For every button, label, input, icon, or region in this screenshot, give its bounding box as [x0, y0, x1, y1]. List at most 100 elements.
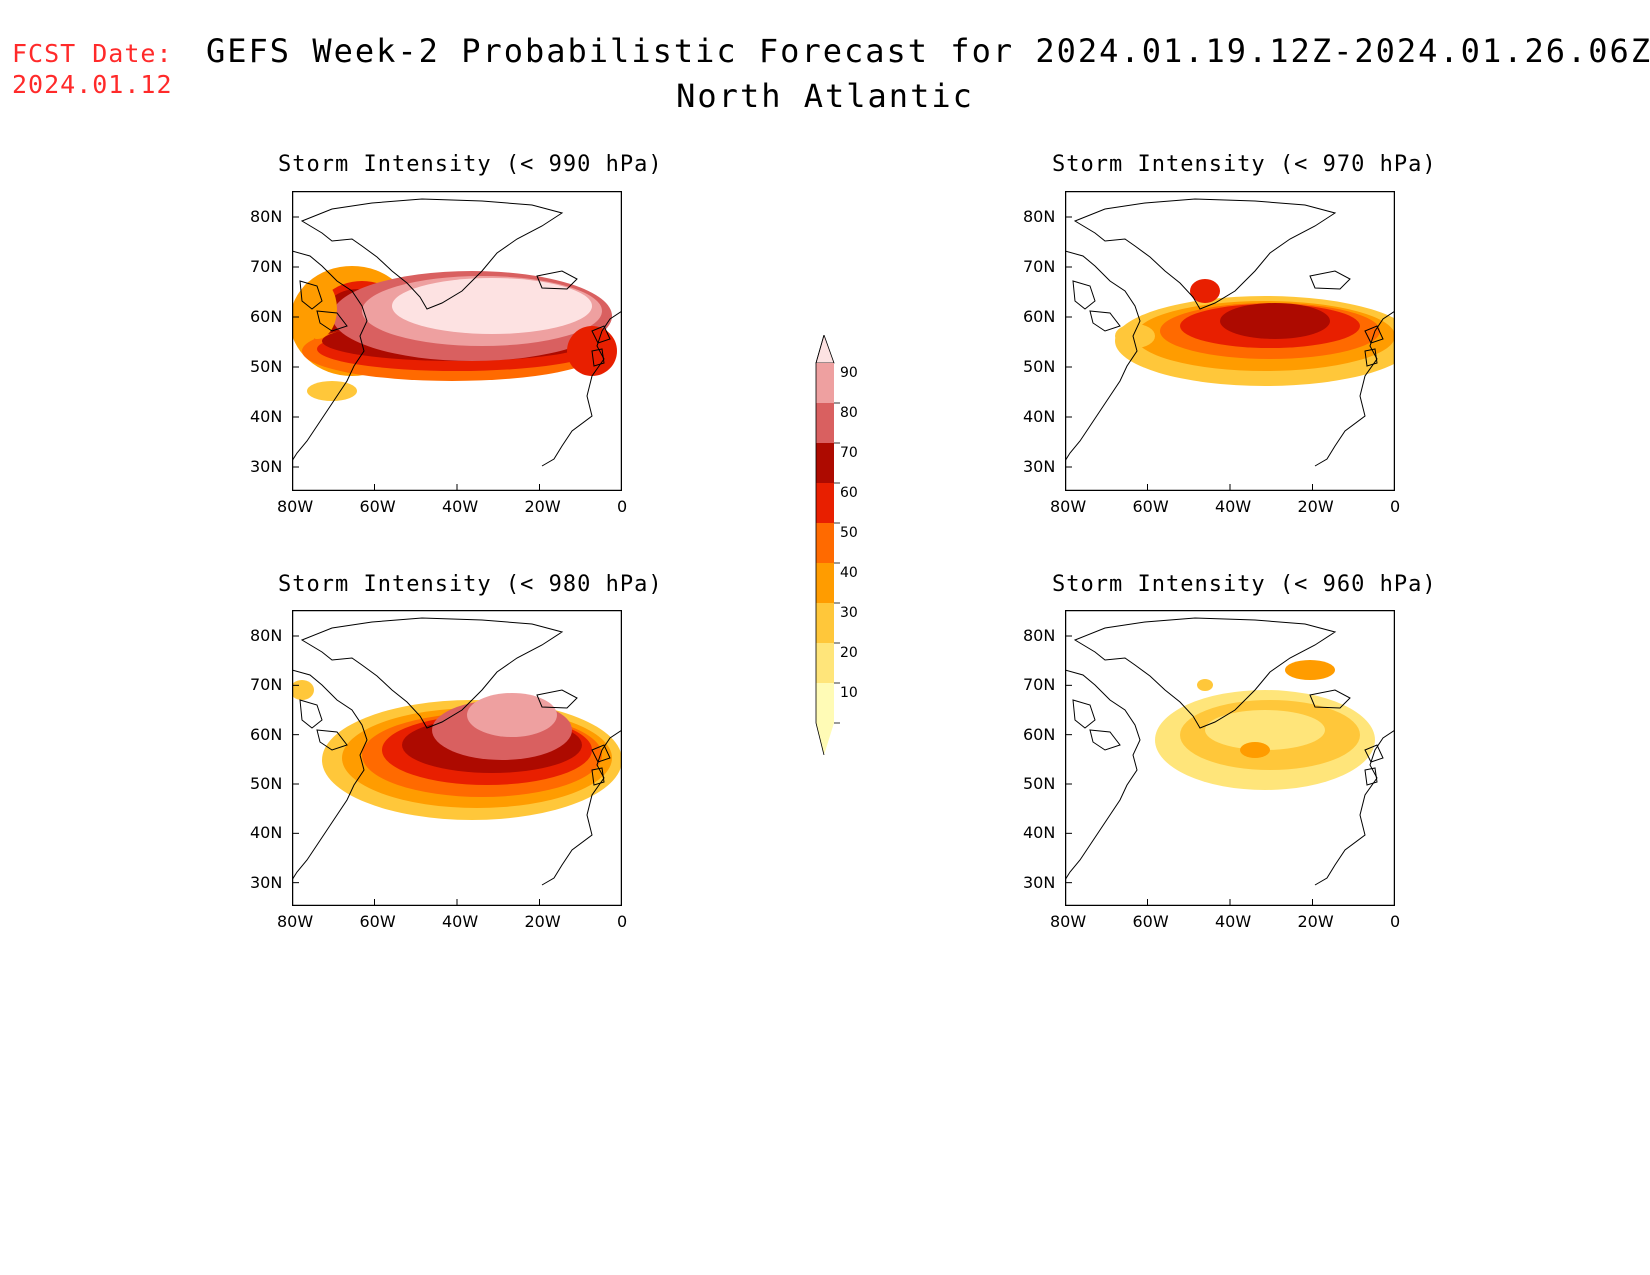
colorbar-segment [816, 643, 834, 683]
lat-label: 50N [1023, 774, 1056, 793]
lat-label: 40N [1023, 823, 1056, 843]
coastline [1072, 280, 1096, 310]
map-990 [292, 191, 622, 491]
forecast-date: FCST Date: 2024.01.12 [12, 38, 173, 100]
lon-label: 60W [359, 497, 396, 516]
coastline [591, 744, 611, 763]
coastline [1364, 767, 1378, 786]
lon-label: 20W [524, 497, 561, 516]
coastline [299, 280, 323, 310]
lon-label: 60W [1132, 912, 1169, 931]
lat-label: 70N [1023, 675, 1056, 695]
lat-label: 80N [1023, 626, 1056, 645]
probability-region [392, 278, 592, 334]
lon-label: 0 [1390, 912, 1401, 931]
coastline [536, 689, 578, 709]
lat-label: 60N [1023, 724, 1056, 744]
map-frame [1065, 191, 1395, 491]
lat-label: 70N [250, 257, 283, 276]
colorbar-outline [815, 334, 825, 756]
map-frame [292, 191, 622, 491]
lat-label: 40N [250, 823, 283, 843]
coastline [1073, 198, 1337, 310]
coastline [1073, 617, 1337, 729]
coastline [1364, 744, 1384, 763]
coastline [1089, 729, 1121, 751]
lon-label: 0 [617, 912, 628, 931]
coastline [316, 310, 348, 332]
coastline [591, 767, 605, 786]
lat-label: 40N [1023, 407, 1056, 426]
coastline [1065, 669, 1141, 881]
lat-label: 50N [250, 357, 283, 376]
lon-label: 40W [1215, 497, 1252, 516]
colorbar-label: 70 [840, 445, 858, 461]
lon-label: 20W [1297, 912, 1334, 931]
coastline [299, 699, 323, 729]
map-960 [1065, 610, 1395, 906]
coastline [300, 617, 564, 729]
probability-region [297, 279, 337, 339]
coastline [1364, 348, 1378, 367]
lat-label: 60N [1023, 307, 1056, 326]
probability-region [1190, 279, 1220, 303]
colorbar-label: 90 [840, 365, 858, 381]
lat-label: 70N [1023, 257, 1056, 276]
colorbar-label: 10 [840, 685, 858, 701]
colorbar-segment [816, 483, 834, 523]
lon-label: 20W [1297, 497, 1334, 516]
colorbar-segment [816, 603, 834, 643]
coastline [292, 250, 368, 462]
lat-label: 70N [250, 675, 283, 695]
lat-label: 50N [250, 774, 283, 793]
lon-label: 80W [1050, 497, 1087, 516]
lat-label: 30N [1023, 872, 1056, 892]
map-frame [292, 610, 622, 906]
lon-label: 0 [617, 497, 628, 516]
lon-label: 60W [1132, 497, 1169, 516]
probability-region [1240, 742, 1270, 758]
coastline [1065, 250, 1141, 462]
colorbar-segment [816, 683, 834, 723]
lon-label: 80W [1050, 912, 1087, 931]
colorbar-cap-top [815, 333, 835, 364]
map-970 [1065, 191, 1395, 491]
coastline [1314, 310, 1395, 467]
coastline [541, 310, 622, 467]
panel-title-990: Storm Intensity (< 990 hPa) [278, 152, 663, 177]
lat-label: 30N [1023, 457, 1056, 476]
coastline [591, 325, 611, 344]
map-frame [1065, 610, 1395, 906]
panel-title-970: Storm Intensity (< 970 hPa) [1052, 152, 1437, 177]
colorbar-label: 80 [840, 405, 858, 421]
colorbar-segment [816, 363, 834, 403]
colorbar-label: 60 [840, 485, 858, 501]
panel-title-960: Storm Intensity (< 960 hPa) [1052, 572, 1437, 597]
lon-label: 80W [277, 497, 314, 516]
coastline [1089, 310, 1121, 332]
lon-label: 40W [1215, 912, 1252, 931]
colorbar-label: 40 [840, 565, 858, 581]
lat-label: 80N [1023, 207, 1056, 226]
coastline [1314, 729, 1395, 886]
lat-label: 60N [250, 307, 283, 326]
coastline [292, 669, 368, 881]
colorbar-label: 20 [840, 645, 858, 661]
lon-label: 20W [524, 912, 561, 931]
probability-region [1285, 660, 1335, 680]
coastline [536, 270, 578, 290]
colorbar-segment [816, 403, 834, 443]
coastline [316, 729, 348, 751]
forecast-date-label: FCST Date: [12, 39, 173, 68]
map-980 [292, 610, 622, 906]
lat-label: 40N [250, 407, 283, 426]
coastline [300, 198, 564, 310]
lat-label: 30N [250, 457, 283, 476]
main-title: GEFS Week-2 Probabilistic Forecast for 2… [206, 32, 1650, 70]
lat-label: 80N [250, 626, 283, 645]
lat-label: 60N [250, 724, 283, 744]
probability-region [1115, 324, 1155, 348]
forecast-date-value: 2024.01.12 [12, 70, 173, 99]
probability-region [1205, 710, 1325, 750]
coastline [1364, 325, 1384, 344]
